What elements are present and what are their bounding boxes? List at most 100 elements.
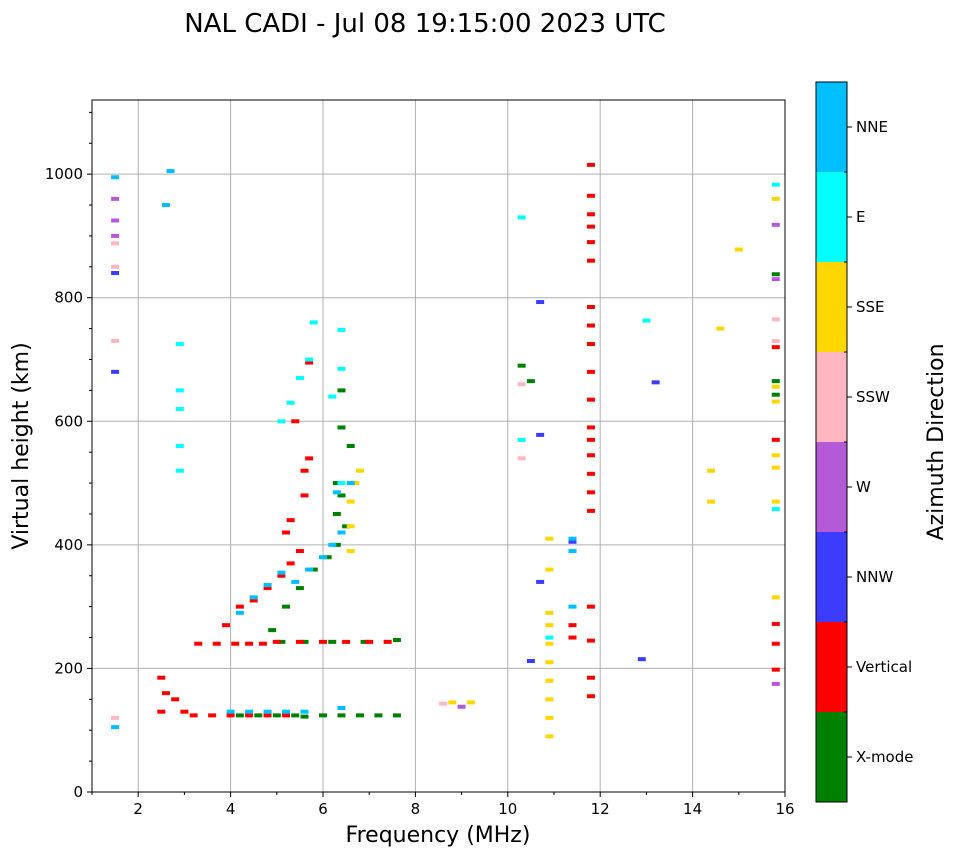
data-point — [360, 639, 369, 644]
y-tick-label: 0 — [73, 783, 83, 801]
data-point — [272, 639, 281, 644]
data-point — [309, 567, 318, 572]
data-point — [586, 638, 595, 643]
data-point — [291, 713, 300, 718]
chart-title: NAL CADI - Jul 08 19:15:00 2023 UTC — [184, 9, 666, 39]
colorbar-frame — [815, 81, 848, 803]
colorbar-segment — [816, 532, 847, 622]
data-point — [545, 715, 554, 720]
data-point — [286, 400, 295, 405]
data-point — [392, 638, 401, 643]
data-point — [268, 628, 277, 633]
data-point — [111, 271, 120, 275]
data-point — [716, 326, 725, 331]
data-point — [586, 369, 595, 374]
data-point — [586, 508, 595, 513]
data-point — [175, 444, 184, 448]
data-point — [586, 323, 595, 328]
data-point — [771, 595, 780, 600]
data-point — [300, 493, 309, 498]
data-point — [157, 675, 166, 680]
data-point — [771, 384, 780, 389]
colorbar-tick-label: E — [856, 208, 865, 226]
data-point — [586, 258, 595, 263]
data-point — [245, 709, 254, 714]
colorbar-segment — [816, 442, 847, 532]
data-point — [771, 196, 780, 201]
data-point — [208, 713, 217, 718]
colorbar-segment — [816, 262, 847, 352]
data-point — [771, 338, 780, 343]
data-point — [642, 318, 651, 323]
data-point — [111, 715, 120, 720]
data-point — [282, 530, 291, 535]
data-point — [245, 713, 254, 718]
y-tick-label: 200 — [54, 659, 83, 677]
data-point — [517, 382, 526, 387]
data-point — [337, 705, 346, 710]
data-point — [586, 425, 595, 430]
data-point — [226, 709, 235, 714]
data-point — [517, 437, 526, 442]
data-point — [300, 709, 309, 714]
x-tick-label: 8 — [411, 800, 421, 818]
data-point — [305, 456, 314, 461]
data-point — [295, 639, 304, 644]
data-point — [300, 714, 309, 719]
data-point — [226, 713, 235, 718]
plot-frame — [91, 99, 786, 793]
data-point — [319, 713, 327, 718]
colorbar-segment — [816, 352, 847, 442]
data-point — [545, 610, 554, 615]
data-point — [337, 530, 346, 535]
data-point — [300, 639, 309, 644]
data-point — [586, 224, 595, 229]
data-point — [277, 639, 286, 644]
data-point — [568, 549, 577, 554]
data-point — [545, 678, 554, 683]
data-point — [707, 499, 716, 504]
colorbar: X-mode Vertical NNW W SSW SSE E NNE — [815, 81, 913, 803]
data-point — [346, 524, 355, 529]
data-point — [319, 639, 327, 644]
y-tick-label: 800 — [54, 289, 83, 307]
data-point — [249, 595, 258, 600]
y-axis: 0 200 400 600 800 1000 — [45, 111, 92, 801]
data-point — [771, 621, 780, 626]
data-point — [771, 667, 780, 672]
data-point — [545, 697, 554, 702]
x-tick-label: 14 — [683, 800, 702, 818]
data-point — [466, 700, 475, 705]
data-point — [771, 345, 780, 350]
x-axis: 2 4 6 8 10 12 14 16 — [91, 792, 795, 818]
data-point — [286, 518, 295, 523]
data-point — [332, 511, 341, 516]
data-point — [771, 182, 780, 187]
x-tick-label: 10 — [498, 800, 517, 818]
data-point — [383, 639, 392, 644]
data-point — [771, 399, 780, 404]
data-point — [111, 725, 120, 730]
colorbar-tick-label: X-mode — [856, 748, 913, 766]
data-point — [111, 369, 120, 374]
data-point — [586, 397, 595, 402]
data-point — [332, 490, 341, 495]
data-point — [337, 425, 346, 430]
data-point — [161, 691, 170, 696]
data-point — [337, 366, 346, 371]
data-point — [295, 376, 304, 381]
data-point — [291, 579, 300, 584]
data-point — [332, 481, 341, 486]
data-point — [235, 713, 244, 718]
data-point — [309, 320, 318, 325]
data-point — [771, 272, 780, 277]
data-point — [526, 379, 535, 384]
x-tick-label: 4 — [226, 800, 236, 818]
data-point — [586, 162, 595, 167]
data-point — [586, 212, 595, 217]
data-point — [305, 360, 314, 365]
data-point — [235, 610, 244, 615]
data-point — [771, 465, 780, 470]
data-point — [536, 579, 545, 584]
